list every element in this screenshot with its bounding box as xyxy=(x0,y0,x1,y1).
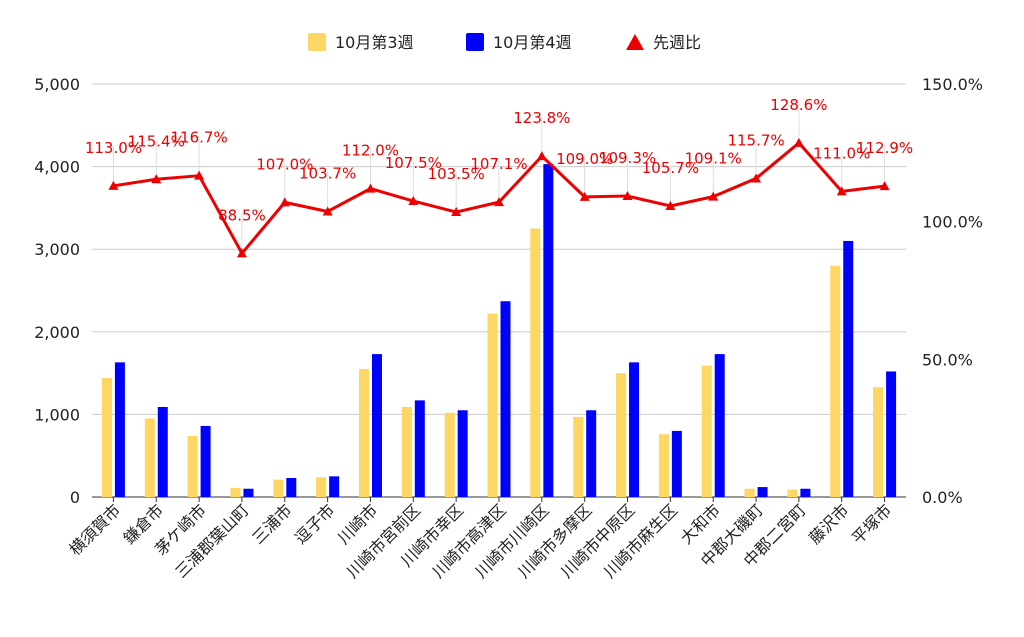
left-axis-tick-label: 1,000 xyxy=(34,405,80,424)
right-axis-tick-label: 0.0% xyxy=(922,488,963,507)
ratio-point xyxy=(108,180,119,190)
ratio-data-label: 115.4% xyxy=(128,132,185,150)
bar-week3 xyxy=(316,477,327,497)
bar-week3 xyxy=(787,489,798,497)
bar-week4 xyxy=(543,164,554,497)
ratio-data-label: 113.0% xyxy=(85,139,142,157)
bar-week4 xyxy=(243,488,254,497)
legend-swatch xyxy=(466,33,484,51)
ratio-point xyxy=(151,174,162,184)
bar-week4 xyxy=(500,301,511,497)
bar-week4 xyxy=(114,362,125,497)
bar-week4 xyxy=(157,406,168,497)
legend-label: 10月第4週 xyxy=(493,33,572,52)
ratio-point xyxy=(579,191,590,201)
ratio-data-label: 109.1% xyxy=(685,150,742,168)
bar-week4 xyxy=(586,410,597,497)
ratio-data-label: 107.0% xyxy=(256,155,313,173)
ratio-point xyxy=(879,181,890,191)
bar-week4 xyxy=(329,476,340,497)
legend-label: 先週比 xyxy=(653,33,701,52)
ratio-point xyxy=(708,191,719,201)
ratio-point xyxy=(836,186,847,196)
ratio-data-label: 103.7% xyxy=(299,164,356,182)
bar-week4 xyxy=(414,400,425,497)
ratio-data-label: 116.7% xyxy=(171,129,228,147)
ratio-point xyxy=(408,196,419,206)
ratio-data-label: 112.9% xyxy=(856,139,913,157)
ratio-point xyxy=(665,200,676,210)
bar-week3 xyxy=(401,406,412,497)
bar-week3 xyxy=(273,479,284,497)
bar-week4 xyxy=(800,488,811,497)
category-label: 三浦市 xyxy=(248,500,295,547)
bar-week4 xyxy=(757,487,768,497)
left-axis-tick-label: 4,000 xyxy=(34,158,80,177)
bar-week3 xyxy=(187,435,198,497)
ratio-point xyxy=(279,197,290,207)
right-axis-tick-label: 150.0% xyxy=(922,75,983,94)
ratio-point xyxy=(622,191,633,201)
ratio-point xyxy=(751,173,762,183)
ratio-data-label: 103.5% xyxy=(428,165,485,183)
ratio-data-label: 109.0% xyxy=(556,150,613,168)
legend-label: 10月第3週 xyxy=(335,33,414,52)
legend-swatch xyxy=(626,34,644,50)
ratio-point xyxy=(536,151,547,161)
ratio-data-label: 128.6% xyxy=(770,96,827,114)
bar-week4 xyxy=(286,478,297,497)
bar-week4 xyxy=(843,240,854,497)
left-axis-tick-label: 3,000 xyxy=(34,240,80,259)
bar-week3 xyxy=(701,365,712,497)
bar-week3 xyxy=(230,487,241,497)
category-label: 横須賀市 xyxy=(66,500,125,559)
bar-week3 xyxy=(144,418,155,497)
right-axis-tick-label: 50.0% xyxy=(922,350,973,369)
ratio-data-label: 112.0% xyxy=(342,142,399,160)
bar-week3 xyxy=(616,373,627,497)
ratio-data-label: 111.0% xyxy=(813,144,870,162)
bar-week4 xyxy=(371,354,382,497)
bar-week3 xyxy=(444,412,455,497)
bar-week3 xyxy=(101,378,112,497)
bar-week4 xyxy=(200,425,211,497)
ratio-data-label: 115.7% xyxy=(727,131,784,149)
bar-week3 xyxy=(573,416,584,497)
ratio-data-label: 123.8% xyxy=(513,109,570,127)
right-axis-tick-label: 100.0% xyxy=(922,213,983,232)
ratio-point xyxy=(451,207,462,217)
bar-week3 xyxy=(358,368,369,497)
bar-week3 xyxy=(530,228,541,498)
ratio-data-label: 105.7% xyxy=(642,159,699,177)
bar-week3 xyxy=(487,313,498,497)
ratio-point xyxy=(322,206,333,216)
left-axis-tick-label: 5,000 xyxy=(34,75,80,94)
ratio-data-label: 107.1% xyxy=(470,155,527,173)
bar-week4 xyxy=(886,371,897,497)
ratio-point xyxy=(494,197,504,207)
bar-week3 xyxy=(830,265,841,497)
ratio-data-label: 88.5% xyxy=(218,206,266,224)
ratio-point xyxy=(194,170,205,180)
bar-week4 xyxy=(671,430,682,497)
bar-week4 xyxy=(629,362,640,497)
category-label: 逗子市 xyxy=(291,500,338,547)
ratio-data-label: 107.5% xyxy=(385,154,442,172)
bar-week4 xyxy=(457,410,468,497)
bar-week4 xyxy=(714,354,725,497)
ratio-point xyxy=(365,183,376,193)
left-axis-tick-label: 0 xyxy=(70,488,80,507)
ratio-point xyxy=(793,137,804,147)
ratio-data-label: 109.3% xyxy=(599,149,656,167)
left-axis-tick-label: 2,000 xyxy=(34,323,80,342)
ratio-point xyxy=(236,248,247,258)
category-label: 藤沢市 xyxy=(805,500,852,547)
bar-week3 xyxy=(873,387,884,497)
legend-swatch xyxy=(308,33,326,51)
bar-week3 xyxy=(744,488,755,497)
category-label: 平塚市 xyxy=(848,500,895,547)
bar-week3 xyxy=(658,434,669,497)
